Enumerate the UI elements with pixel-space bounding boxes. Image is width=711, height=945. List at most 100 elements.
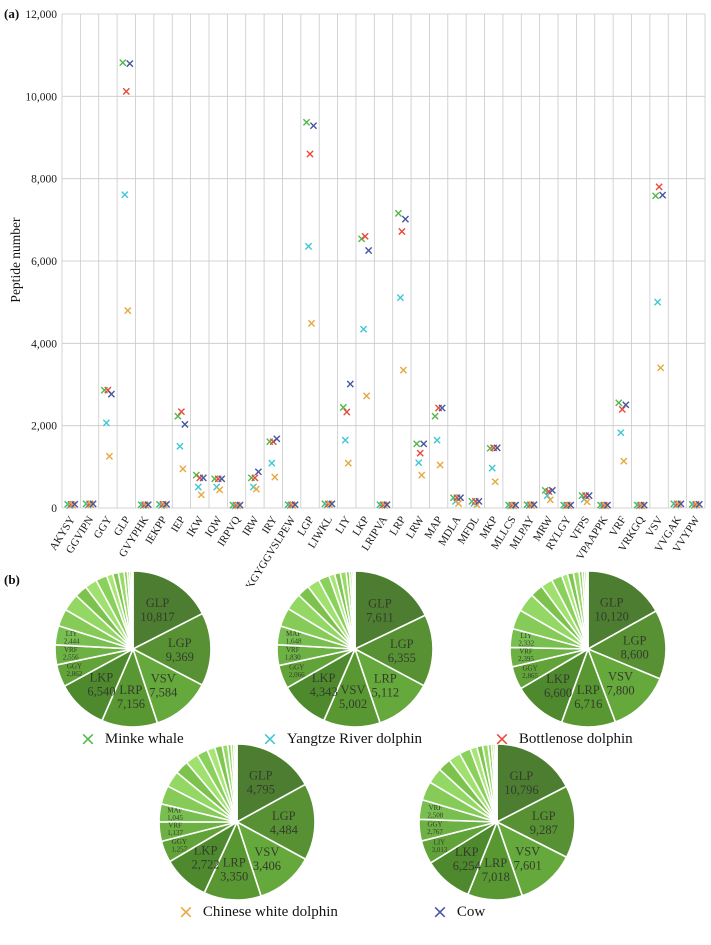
pie-slice-name: GLP (146, 596, 170, 610)
x-marker (677, 500, 685, 508)
x-marker (339, 403, 347, 411)
pie-slice-name: LKP (194, 844, 218, 858)
pie-slice-label: GLP 10,796 (504, 769, 538, 797)
x-marker (326, 501, 334, 509)
pie-slice-label: LGP 8,600 (621, 633, 649, 661)
pie-slice-name: LIY (66, 630, 78, 638)
pie-slice-name: VRF (168, 822, 182, 830)
pie-slice (234, 743, 238, 823)
pie-slice-value: 7,800 (606, 684, 634, 698)
pie-slice-label: LGP 9,369 (166, 636, 194, 664)
x-marker (236, 501, 244, 509)
x-marker (199, 474, 207, 482)
y-tick-label: 0 (51, 503, 57, 515)
pie-slice-name: GGY (67, 663, 82, 671)
pie-slice (132, 648, 203, 724)
x-marker (640, 501, 648, 509)
pie-slice-label: GGY 2,865 (522, 664, 538, 680)
x-marker (475, 497, 483, 505)
x-marker (438, 404, 446, 412)
pie-slice-value: 7,611 (366, 610, 394, 624)
pie-slice-value: 9,369 (166, 650, 194, 664)
pie-slice-label: LGP 9,287 (530, 809, 558, 837)
x-marker (346, 380, 354, 388)
pie-slice-label: VSV 5,002 (339, 683, 367, 711)
pie-slice-label: GLP 4,795 (247, 769, 275, 797)
x-marker (162, 500, 171, 508)
pie-slice-label: LRP 7,156 (117, 683, 145, 711)
x-marker (528, 501, 536, 510)
pie-slice-name: VRF (286, 646, 300, 654)
pie-slice-value: 10,796 (504, 783, 538, 797)
pie-slice-name: LIY (520, 632, 532, 640)
x-marker (381, 501, 389, 510)
x-marker (530, 501, 538, 509)
pie-slice-name: GLP (249, 769, 273, 783)
x-marker (344, 459, 352, 467)
x-marker (176, 442, 184, 450)
pie-slice-value: 5,002 (339, 697, 367, 711)
pie-slice-value: 1,045 (167, 814, 183, 822)
pie-slice-value: 2,865 (522, 672, 538, 680)
y-tick-label: 8,000 (31, 174, 57, 186)
pie-slice-label: GLP 10,120 (595, 596, 629, 624)
panel-b-label: (b) (4, 572, 20, 587)
pie-slice-label: VSV 7,584 (149, 672, 178, 700)
x-marker (396, 294, 404, 302)
x-marker (304, 242, 313, 250)
legend-item-minke-whale: × Minke whale (80, 730, 184, 749)
pie-slice-name: LRP (223, 856, 246, 870)
pie-slice-label: VRF 1,137 (167, 822, 183, 838)
pie-slice-name: VRF (429, 804, 443, 812)
x-marker (436, 461, 444, 469)
x-marker (341, 436, 349, 444)
pie-slice-value: 10,120 (595, 610, 629, 624)
pie-slice-label: LRP 6,716 (574, 683, 602, 711)
pie-slice-name: LRP (119, 683, 142, 697)
pie-slice (352, 570, 356, 650)
x-marker (122, 87, 130, 95)
x-marker (657, 364, 665, 372)
x-marker (652, 192, 660, 200)
x-marker (181, 420, 189, 428)
y-tick-label: 4,000 (31, 338, 57, 350)
x-marker (343, 408, 351, 416)
x-marker (622, 401, 630, 409)
x-marker (271, 473, 279, 481)
x-tick-label: LRW (404, 514, 427, 541)
pie-slice (236, 821, 307, 897)
pie-slice-label: LKP 4,343 (310, 671, 338, 699)
grid-lines (61, 13, 706, 509)
pie-slice-name: VSV (254, 845, 279, 859)
pie-slice-name: VSV (608, 670, 633, 684)
pie-slice-label: MAP 1,648 (286, 630, 302, 646)
pie-slice (236, 743, 307, 823)
y-tick-label: 6,000 (31, 256, 57, 268)
pie-slice (354, 570, 427, 650)
pie-slice-label: GGY 2,066 (289, 663, 305, 679)
pie-slice-value: 1,257 (171, 845, 187, 853)
pie-slice-label: GGY 2,767 (427, 821, 443, 837)
pie-slice-name: LRP (577, 683, 600, 697)
pie-slice-name: VSV (515, 844, 540, 858)
pie-slice-name: MAP (286, 630, 301, 638)
legend-label: Cow (456, 904, 486, 920)
pie-slice-value: 2,066 (289, 671, 305, 679)
x-marker (693, 501, 701, 509)
pie-slice-value: 7,018 (482, 870, 510, 884)
pie-slice-name: LGP (168, 636, 192, 650)
x-marker (567, 501, 575, 509)
x-marker (431, 412, 439, 420)
x-marker (102, 419, 110, 427)
pie-slice-label: GGY 1,257 (171, 838, 187, 854)
x-marker (69, 501, 77, 509)
pie-slice-label: VRF 2,395 (518, 648, 534, 664)
pie-slice-name: LGP (532, 809, 556, 823)
x-marker (361, 232, 369, 240)
panel-a-label: (a) (4, 6, 20, 21)
x-marker (413, 440, 421, 448)
